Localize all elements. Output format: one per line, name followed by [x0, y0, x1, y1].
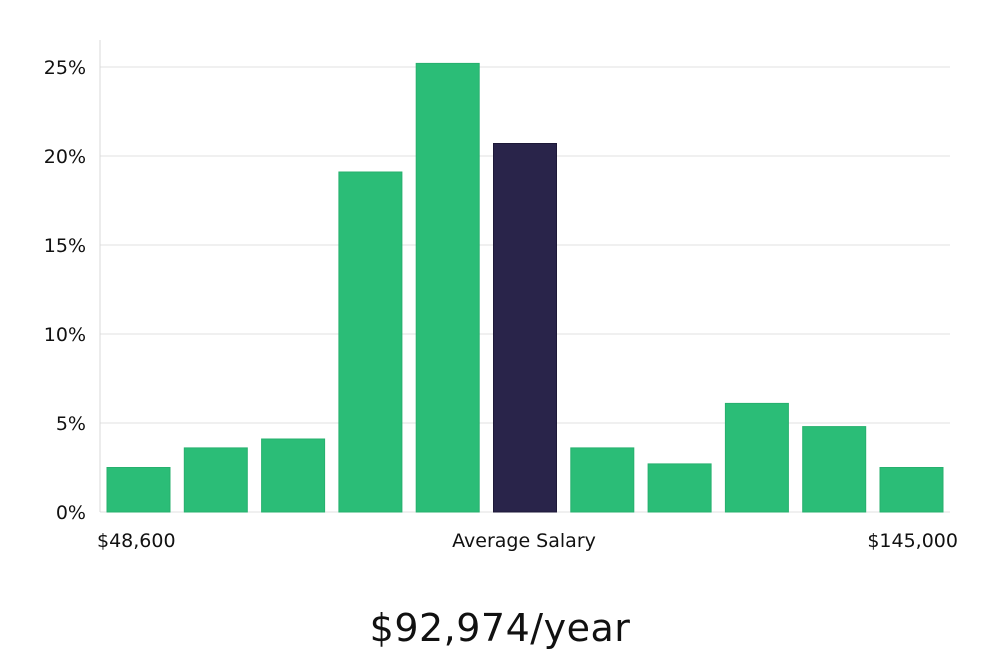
y-tick-label: 5%: [56, 413, 86, 435]
bar: [415, 62, 480, 513]
bar: [261, 438, 326, 513]
bar: [647, 463, 712, 513]
bar-average-salary: [493, 143, 557, 513]
y-tick-label: 25%: [44, 57, 86, 79]
bar: [570, 447, 635, 513]
bar: [879, 467, 944, 513]
y-axis-ticks: 0% 5% 10% 15% 20% 25%: [44, 57, 86, 524]
salary-distribution-chart: 0%5%10%15%20%25% $48,600 Average Salary …: [44, 40, 958, 552]
bar: [183, 447, 248, 513]
bar: [338, 171, 403, 513]
bar: [106, 467, 171, 513]
x-max-label: $145,000: [867, 530, 958, 552]
y-tick-label: 10%: [44, 324, 86, 346]
y-tick-label: 0%: [56, 502, 86, 524]
bar: [802, 426, 867, 513]
y-tick-label: 20%: [44, 146, 86, 168]
x-mid-label: Average Salary: [452, 530, 596, 552]
x-min-label: $48,600: [97, 530, 176, 552]
bar: [724, 402, 789, 513]
bars: [106, 62, 944, 513]
y-tick-label: 15%: [44, 235, 86, 257]
average-salary-value: $92,974/year: [369, 606, 631, 650]
